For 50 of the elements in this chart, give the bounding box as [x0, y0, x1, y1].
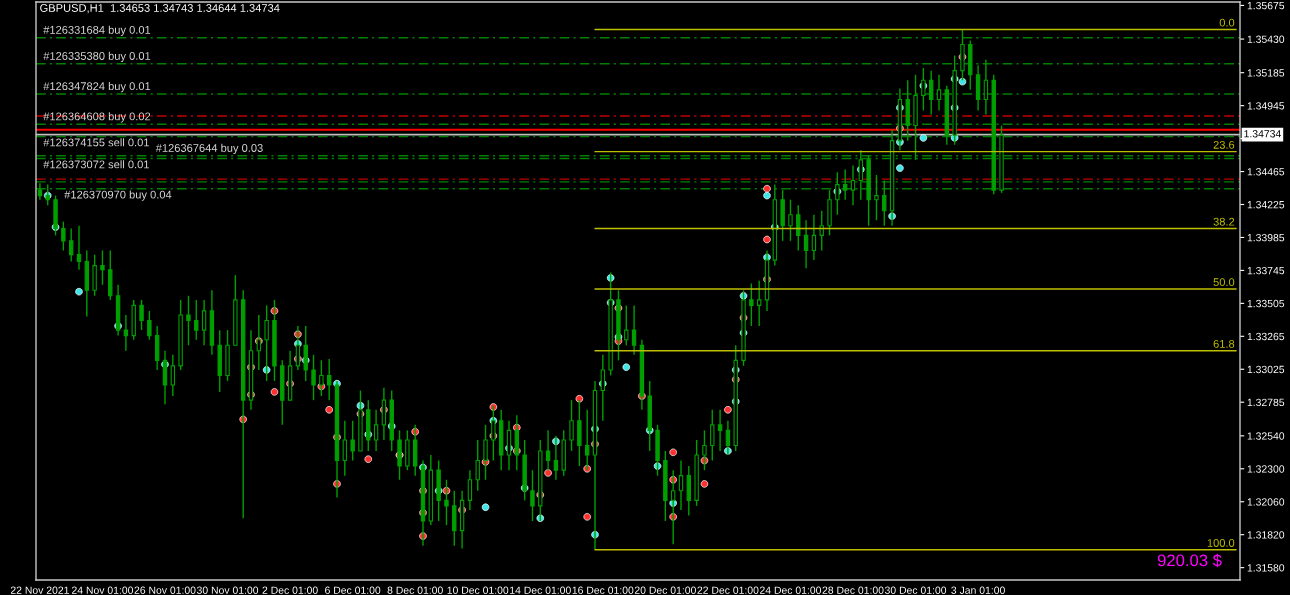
x-tick-label: 6 Dec 01:00 [325, 586, 381, 594]
x-tick-label: 28 Dec 01:00 [822, 586, 884, 594]
y-tick-label: 1.32060 [1247, 498, 1285, 506]
y-tick-label: 1.33745 [1247, 266, 1285, 275]
x-tick-label: 8 Dec 01:00 [387, 586, 443, 594]
x-tick-label: 26 Nov 01:00 [134, 586, 196, 594]
ref-line-label: #126364608 buy 0.02 [43, 112, 151, 123]
series-label: 61.8 [1213, 339, 1235, 348]
ref-line-label: #126373072 sell 0.01 [43, 160, 149, 169]
y-tick-label: 1.33265 [1247, 332, 1285, 341]
y-tick-label: 1.32300 [1247, 465, 1285, 473]
x-tick-label: 24 Dec 01:00 [760, 586, 822, 594]
y-tick-label: 1.35675 [1247, 1, 1285, 10]
x-tick-label: 2 Dec 01:00 [262, 586, 318, 594]
y-tick-label: 1.32785 [1247, 398, 1285, 407]
x-tick-label: 16 Dec 01:00 [572, 586, 634, 594]
y-tick-label: 1.34225 [1247, 201, 1285, 209]
ref-line-label: #126335380 buy 0.01 [43, 51, 151, 63]
x-tick-label: 30 Dec 01:00 [884, 586, 947, 594]
y-tick-label: 1.35430 [1247, 35, 1285, 43]
x-tick-label: 10 Dec 01:00 [447, 586, 509, 594]
ref-line-label: #126370970 buy 0.04 [64, 190, 172, 201]
series-label: 100.0 [1207, 539, 1235, 547]
annotation: 920.03 $ [1157, 553, 1222, 568]
y-tick-label: 1.32540 [1247, 432, 1285, 440]
series-label: 38.2 [1213, 217, 1235, 226]
x-tick-label: 22 Dec 01:00 [697, 586, 759, 594]
y-tick-label: 1.34945 [1247, 102, 1285, 110]
y-tick-label: 1.31820 [1247, 531, 1285, 539]
y-tick-label: 1.35185 [1247, 69, 1285, 77]
ref-line-label: #126367644 buy 0.03 [155, 143, 263, 155]
x-tick-label: 14 Dec 01:00 [510, 586, 571, 594]
ref-line-label: #126374155 sell 0.01 [43, 138, 149, 147]
y-tick-label: 1.33025 [1247, 365, 1285, 374]
chart-title: GBPUSD,H1 1.34653 1.34743 1.34644 1.34734 [40, 4, 280, 14]
ref-line-label: #126331684 buy 0.01 [43, 25, 151, 37]
series-label: 0.0 [1219, 18, 1235, 27]
y-tick-label: 1.33505 [1247, 299, 1285, 308]
series-label: 23.6 [1213, 140, 1235, 149]
y-tick-label: 1.31580 [1247, 564, 1285, 572]
x-tick-label: 24 Nov 01:00 [72, 586, 134, 594]
y-tick-label: 1.33985 [1247, 233, 1285, 242]
x-tick-label: 30 Nov 01:00 [196, 586, 259, 594]
x-tick-label: 22 Nov 2021 [10, 586, 69, 594]
x-tick-label: 20 Dec 01:00 [634, 586, 696, 594]
ref-line-label: 1.34734 [1244, 130, 1281, 138]
y-tick-label: 1.34465 [1247, 168, 1285, 176]
series-label: 50.0 [1213, 278, 1235, 287]
ref-line-label: #126347824 buy 0.01 [43, 81, 151, 93]
x-tick-label: 3 Jan 01:00 [951, 586, 1005, 594]
